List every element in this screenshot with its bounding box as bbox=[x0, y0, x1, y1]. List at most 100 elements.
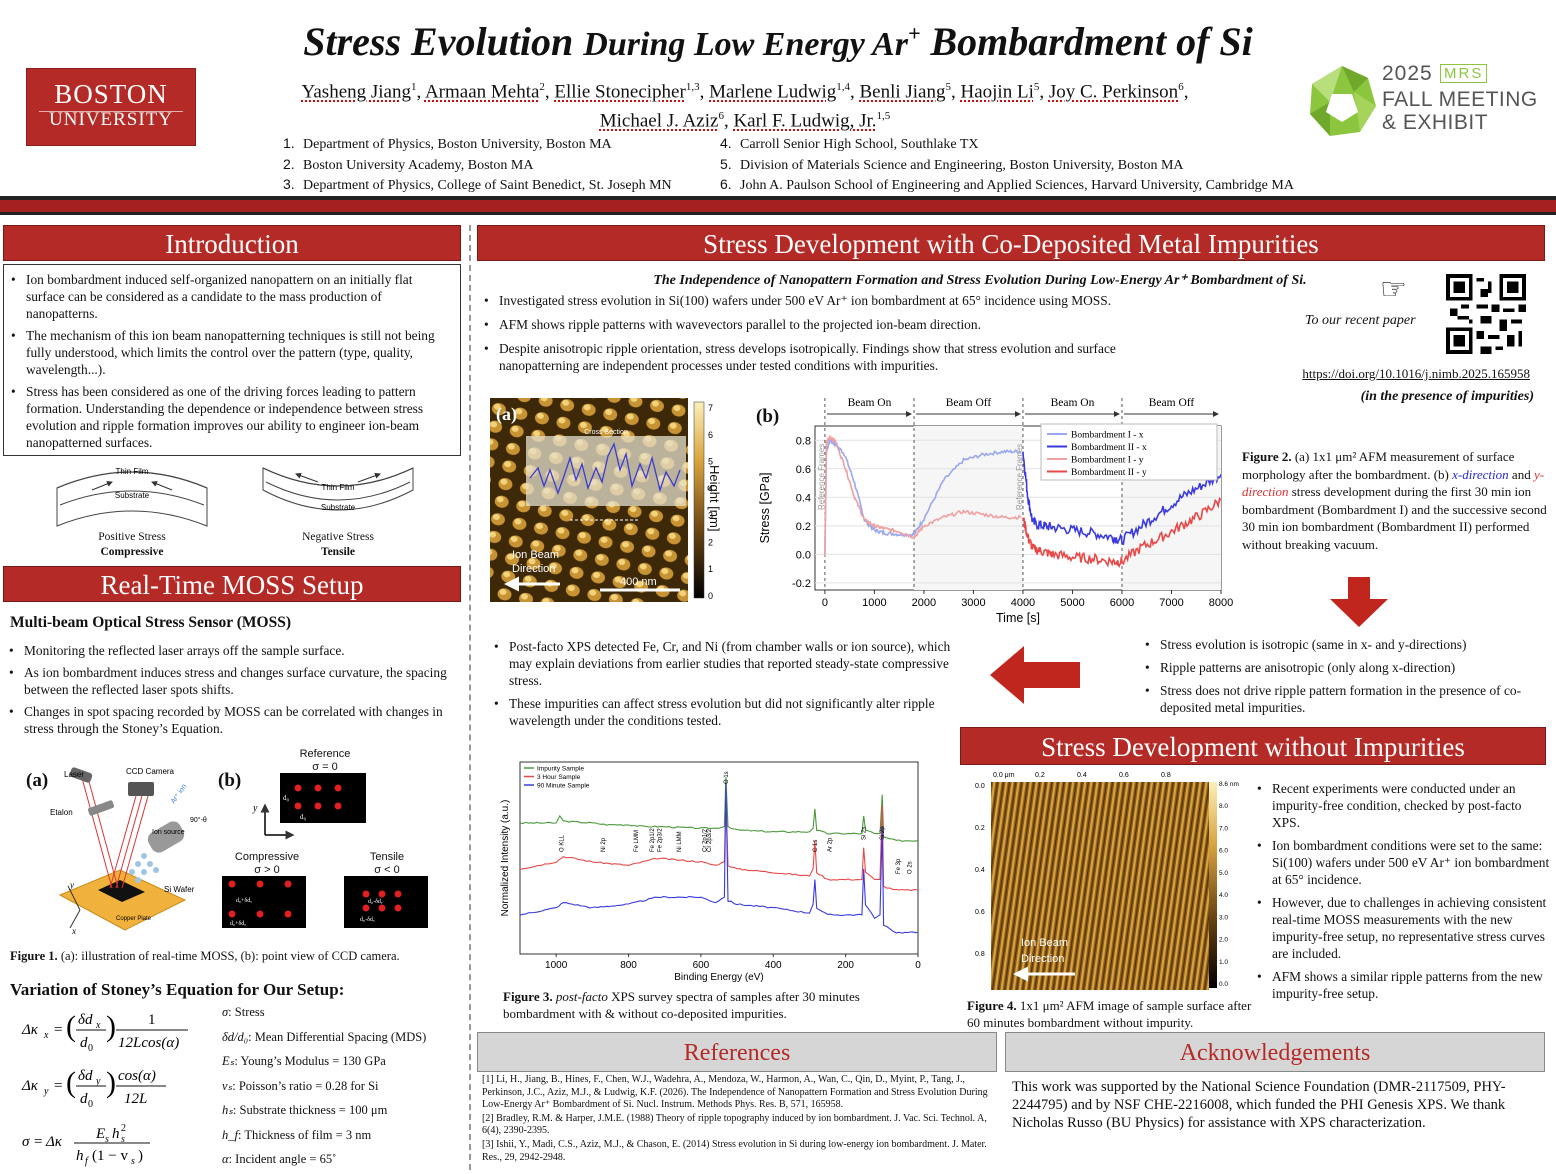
afm-cbar-tick: 2.0 bbox=[1219, 937, 1228, 944]
cbar-tick-label: 3 bbox=[708, 510, 713, 520]
bullet-item: Investigated stress evolution in Si(100)… bbox=[477, 292, 1177, 309]
author-affil-sup: 1 bbox=[410, 81, 417, 93]
series-line bbox=[519, 782, 919, 934]
cbar-tick-label: 2 bbox=[708, 537, 713, 547]
affiliation: 5. Division of Materials Science and Engi… bbox=[720, 155, 1400, 176]
author-affil-sup: 1,5 bbox=[876, 110, 891, 123]
svg-text:s: s bbox=[131, 1156, 135, 1167]
phase-arrowhead bbox=[1113, 411, 1120, 417]
bullet-item: AFM shows ripple patterns with wavevecto… bbox=[477, 316, 1177, 333]
svg-text:12L: 12L bbox=[124, 1091, 147, 1107]
d0-vertical-label: d₀ bbox=[283, 794, 290, 802]
series-line bbox=[1022, 451, 1222, 546]
intro-heading: Introduction bbox=[3, 225, 461, 261]
doi-link[interactable]: https://doi.org/10.1016/j.nimb.2025.1659… bbox=[1302, 366, 1530, 381]
svg-text:12Lcos(α): 12Lcos(α) bbox=[118, 1035, 179, 1051]
chart-b-label: (b) bbox=[756, 406, 780, 427]
series-line bbox=[519, 777, 919, 842]
ccd-tensile-view: d₀-δdᵧ d₀-δdₓ bbox=[344, 876, 428, 928]
d0-minus-label: d₀-δdᵧ bbox=[368, 899, 383, 905]
film-label: Thin Film bbox=[322, 483, 355, 492]
affiliation-number: 2. bbox=[283, 155, 295, 172]
x-tick-label: 1000 bbox=[545, 960, 568, 971]
intro-box: Ion bombardment induced self-organized n… bbox=[3, 264, 461, 456]
bullet-item: Changes in spot spacing recorded by MOSS… bbox=[2, 703, 458, 737]
x-axis-label: Time [s] bbox=[996, 611, 1040, 625]
svg-text:s: s bbox=[121, 1134, 125, 1145]
legend: Bombardment I - x Bombardment II - x Bomba… bbox=[1040, 423, 1218, 481]
afm-cbar-label: Height [nm] bbox=[707, 465, 722, 532]
svg-text:x: x bbox=[43, 1030, 49, 1041]
header-rule-red bbox=[0, 200, 1556, 212]
svg-text:(: ( bbox=[66, 1010, 76, 1043]
author-name: Haojin Li bbox=[960, 81, 1034, 103]
y-axis-label: Stress [GPa] bbox=[758, 473, 772, 544]
si-wafer-label: Si Wafer bbox=[164, 885, 195, 894]
stoney-symbol: hₛ bbox=[222, 1103, 233, 1117]
author-affil-sup: 5 bbox=[945, 81, 952, 93]
stoney-definitions: σ: Stress δd/d₀: Mean Differential Spacin… bbox=[222, 1000, 467, 1172]
cbar-tick-label: 5 bbox=[708, 457, 713, 467]
stoney-description: : Poisson’s ratio = 0.28 for Si bbox=[232, 1078, 379, 1093]
author-affil-sup: 6 bbox=[718, 110, 724, 123]
afm-cbar-tick: 6.0 bbox=[1219, 848, 1228, 855]
moss-bullets: Monitoring the reflected laser arrays of… bbox=[2, 642, 458, 742]
poster-title: Stress Evolution During Low Energy Ar+ B… bbox=[303, 19, 1253, 64]
etalon-label: Etalon bbox=[50, 808, 73, 817]
stoney-definition: Eₛ: Young’s Modulus = 130 GPa bbox=[222, 1049, 467, 1074]
svg-text:): ) bbox=[138, 1148, 143, 1164]
ion-beam-label: Ion Beam bbox=[1021, 937, 1068, 949]
peak-label: Fe 3p bbox=[896, 858, 902, 874]
bullet-item: Ion bombardment conditions were set to t… bbox=[1250, 837, 1550, 888]
peak-label: O KLL bbox=[560, 834, 566, 852]
afm-cbar-tick: 0.0 bbox=[1219, 981, 1228, 988]
xps-spectra-chart: 1000 800 600 400 200 0 O KLL Ni 2p Fe LMM Fe 2p1/… bbox=[500, 761, 921, 983]
figure3-caption: Figure 3. post-facto XPS survey spectra … bbox=[503, 989, 860, 1021]
arrow-left-icon bbox=[990, 646, 1080, 704]
column-divider bbox=[469, 225, 471, 1170]
peak-label: C 1s bbox=[813, 840, 819, 852]
ccd-label: CCD Camera bbox=[126, 767, 175, 776]
ion-source-label: Ion source bbox=[152, 829, 185, 836]
affiliation-number: 3. bbox=[283, 176, 295, 192]
afm-cbar-tick: 3.0 bbox=[1219, 914, 1228, 921]
author-list: Yasheng Jiang1, Armaan Mehta2, Ellie Sto… bbox=[301, 81, 1189, 132]
stoney-definition: δd/d₀: Mean Differential Spacing (MDS) bbox=[222, 1025, 467, 1050]
legend-label: Bombardment II - x bbox=[1071, 443, 1147, 453]
positive-stress-diagram: Thin Film Substrate bbox=[56, 467, 208, 527]
presence-note: (in the presence of impurities) bbox=[1360, 389, 1534, 404]
cbar-tick-label: 0 bbox=[708, 591, 713, 601]
author-affil-sup: 6 bbox=[1178, 81, 1184, 93]
svg-text:E: E bbox=[95, 1126, 105, 1142]
x-tick-label: 3000 bbox=[961, 597, 985, 609]
y-tick-label: 0.2 bbox=[796, 521, 811, 533]
header-rule-bottom bbox=[0, 212, 1556, 215]
afm-cbar-tick: 8.0 bbox=[1219, 803, 1228, 810]
svg-text:): ) bbox=[106, 1010, 116, 1043]
stoney-symbol: Eₛ bbox=[222, 1054, 235, 1068]
affiliation: 6. John A. Paulson School of Engineering … bbox=[720, 175, 1400, 196]
bullet-item: Stress does not drive ripple pattern for… bbox=[1138, 682, 1548, 716]
y-tick-label: 0.6 bbox=[796, 464, 811, 476]
ccd-axes: y x bbox=[252, 803, 295, 840]
cbar-tick-label: 4 bbox=[708, 484, 713, 494]
qr-code[interactable] bbox=[1446, 274, 1526, 354]
x-tick-label: 200 bbox=[837, 960, 854, 971]
references-list: [1] Li, H., Jiang, B., Hines, F., Chen, … bbox=[482, 1074, 994, 1165]
affiliation-text: Division of Materials Science and Engine… bbox=[740, 157, 1184, 173]
x-axis-label: Binding Energy (eV) bbox=[674, 972, 764, 983]
affiliation-number: 1. bbox=[283, 135, 295, 151]
affiliation-text: John A. Paulson School of Engineering an… bbox=[740, 178, 1294, 193]
stoney-description: : Mean Differential Spacing (MDS) bbox=[248, 1029, 427, 1044]
svg-text:h: h bbox=[76, 1148, 84, 1164]
axis-x-label: x bbox=[71, 926, 76, 935]
afm-cbar-tick: 4.0 bbox=[1219, 892, 1228, 899]
peak-label: O 2s bbox=[908, 861, 914, 874]
series-line bbox=[519, 794, 919, 892]
afm-top-tick: 0.4 bbox=[1077, 772, 1087, 779]
no-impurities-heading: Stress Development without Impurities bbox=[960, 727, 1546, 765]
legend-label: Impurity Sample bbox=[537, 766, 584, 773]
x-tick-label: 0 bbox=[915, 960, 921, 971]
peak-label: Ar 2p bbox=[827, 837, 833, 852]
y-tick-label: 0.4 bbox=[796, 492, 811, 504]
